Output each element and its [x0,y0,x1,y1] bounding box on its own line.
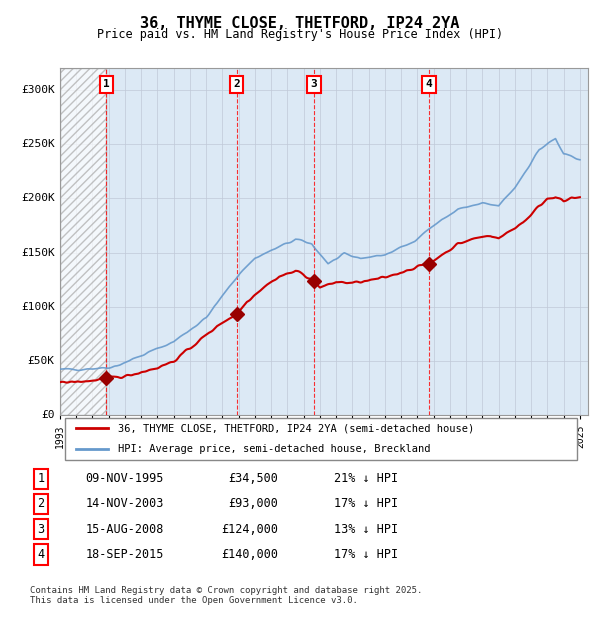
Text: 2: 2 [233,79,240,89]
Text: £0: £0 [41,410,55,420]
Bar [60,68,106,415]
Text: £50K: £50K [28,356,55,366]
Text: 14-NOV-2003: 14-NOV-2003 [85,497,164,510]
Text: 36, THYME CLOSE, THETFORD, IP24 2YA: 36, THYME CLOSE, THETFORD, IP24 2YA [140,16,460,30]
Text: 1: 1 [103,79,110,89]
Text: £150K: £150K [21,247,55,258]
Text: 4: 4 [37,548,44,561]
Text: 4: 4 [425,79,433,89]
Text: £93,000: £93,000 [229,497,278,510]
Text: 36, THYME CLOSE, THETFORD, IP24 2YA (semi-detached house): 36, THYME CLOSE, THETFORD, IP24 2YA (sem… [118,423,475,433]
Text: Contains HM Land Registry data © Crown copyright and database right 2025.
This d: Contains HM Land Registry data © Crown c… [30,586,422,605]
Text: 21% ↓ HPI: 21% ↓ HPI [334,472,398,485]
Text: £200K: £200K [21,193,55,203]
Text: £34,500: £34,500 [229,472,278,485]
Text: 09-NOV-1995: 09-NOV-1995 [85,472,164,485]
Text: 2: 2 [37,497,44,510]
FancyBboxPatch shape [65,418,577,459]
Text: 18-SEP-2015: 18-SEP-2015 [85,548,164,561]
Text: 13% ↓ HPI: 13% ↓ HPI [334,523,398,536]
Text: £100K: £100K [21,302,55,312]
Text: 3: 3 [310,79,317,89]
Text: Price paid vs. HM Land Registry's House Price Index (HPI): Price paid vs. HM Land Registry's House … [97,28,503,41]
Text: £250K: £250K [21,139,55,149]
Text: 3: 3 [37,523,44,536]
Bar [60,68,106,415]
Text: £300K: £300K [21,85,55,95]
Text: £124,000: £124,000 [221,523,278,536]
Text: 17% ↓ HPI: 17% ↓ HPI [334,548,398,561]
Text: HPI: Average price, semi-detached house, Breckland: HPI: Average price, semi-detached house,… [118,444,431,454]
Text: 1: 1 [37,472,44,485]
Text: 15-AUG-2008: 15-AUG-2008 [85,523,164,536]
Text: £140,000: £140,000 [221,548,278,561]
Text: 17% ↓ HPI: 17% ↓ HPI [334,497,398,510]
